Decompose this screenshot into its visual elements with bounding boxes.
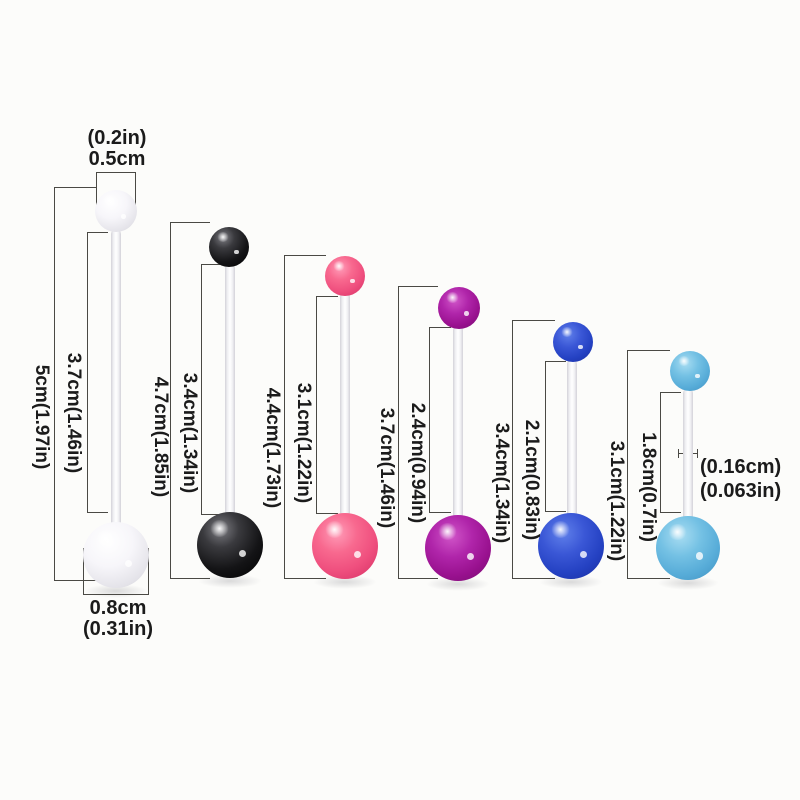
ball-shadow (313, 575, 377, 589)
purple-barbell-top-ball (438, 287, 480, 329)
blue-total-length-label: 3.4cm(1.34in) (491, 422, 512, 544)
purple-bar-length-bracket (429, 327, 451, 513)
blue-barbell-top-ball (553, 322, 593, 362)
white-total-length-bracket (54, 187, 97, 581)
pink-barbell-bar (340, 292, 350, 518)
purple-barbell-bottom-ball (425, 515, 491, 581)
light-blue-barbell-bottom-ball (656, 516, 720, 580)
black-bar-length-label: 3.4cm(1.34in) (179, 372, 200, 494)
top-ball-diameter-annotation: (0.2in) 0.5cm (88, 128, 147, 170)
purple-bar-length-label: 2.4cm(0.94in) (407, 402, 428, 524)
blue-bar-length-label: 2.1cm(0.83in) (521, 419, 542, 541)
ball-shadow (657, 576, 719, 590)
white-barbell-bottom-ball (83, 522, 149, 588)
bar-thickness-inches: (0.063in) (700, 480, 782, 502)
pink-barbell-top-ball (325, 256, 365, 296)
blue-total-length-bracket (512, 320, 555, 579)
purple-total-length-bracket (398, 286, 438, 579)
white-bar-length-bracket (87, 232, 108, 513)
bottom-ball-diameter-inches: (0.31in) (82, 618, 154, 640)
black-barbell-top-ball (209, 227, 249, 267)
top-ball-diameter-inches: (0.2in) (87, 127, 147, 149)
purple-barbell-bar (453, 325, 463, 520)
pink-bar-length-label: 3.1cm(1.22in) (293, 382, 314, 504)
black-total-length-label: 4.7cm(1.85in) (150, 376, 171, 498)
top-ball-diameter-bracket (96, 172, 136, 210)
light-blue-bar-length-label: 1.8cm(0.7in) (638, 432, 659, 542)
light-blue-bar-length-bracket (660, 392, 681, 513)
light-blue-total-length-label: 3.1cm(1.22in) (606, 440, 627, 562)
top-ball-diameter-cm: 0.5cm (88, 148, 146, 170)
black-bar-length-bracket (201, 264, 223, 515)
purple-total-length-label: 3.7cm(1.46in) (376, 407, 397, 529)
black-barbell-bar (225, 263, 235, 518)
white-total-length-label: 5cm(1.97in) (31, 364, 52, 470)
bottom-ball-diameter-cm: 0.8cm (89, 597, 147, 619)
light-blue-total-length-bracket (627, 350, 670, 579)
pink-barbell-bottom-ball (312, 513, 378, 579)
blue-barbell-bar (567, 359, 577, 519)
bottom-ball-diameter-annotation: 0.8cm (0.31in) (83, 598, 153, 640)
white-barbell-top-ball (95, 190, 137, 232)
bottom-ball-diameter-bracket (83, 548, 149, 595)
pink-bar-length-bracket (316, 296, 338, 514)
white-bar-length-label: 3.7cm(1.46in) (63, 352, 84, 474)
bar-thickness-annotation: (0.16cm) (0.063in) (700, 455, 781, 503)
bar-thickness-cm: (0.16cm) (700, 456, 782, 478)
ball-shadow (426, 577, 490, 591)
ball-shadow (198, 574, 262, 588)
pink-total-length-bracket (284, 255, 326, 579)
black-total-length-bracket (170, 222, 210, 579)
white-barbell-bar (111, 229, 121, 529)
blue-barbell-bottom-ball (538, 513, 604, 579)
ball-shadow (539, 575, 603, 589)
light-blue-barbell-top-ball (670, 351, 710, 391)
light-blue-barbell-bar (683, 388, 693, 523)
pink-total-length-label: 4.4cm(1.73in) (262, 387, 283, 509)
black-barbell-bottom-ball (197, 512, 263, 578)
blue-bar-length-bracket (545, 361, 566, 512)
